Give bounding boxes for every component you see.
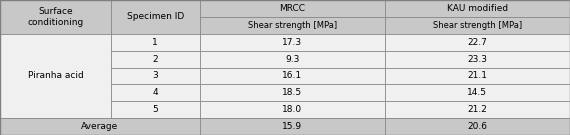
Bar [111,34,200,51]
Bar [385,34,570,51]
Bar [200,101,385,118]
Bar [385,84,570,101]
Text: 1: 1 [152,38,158,47]
Bar [111,84,200,101]
Text: Surface
conditioning: Surface conditioning [27,7,84,27]
Bar [0,118,200,135]
Bar [385,68,570,84]
Bar [385,51,570,68]
Text: 15.9: 15.9 [282,122,302,131]
Bar [111,0,200,34]
Text: 23.3: 23.3 [467,55,487,64]
Text: Piranha acid: Piranha acid [28,71,83,80]
Bar [385,118,570,135]
Bar [0,34,111,118]
Text: 21.1: 21.1 [467,71,487,80]
Text: 18.0: 18.0 [282,105,302,114]
Text: Shear strength [MPa]: Shear strength [MPa] [433,21,522,30]
Text: Shear strength [MPa]: Shear strength [MPa] [247,21,337,30]
Text: 14.5: 14.5 [467,88,487,97]
Text: 9.3: 9.3 [285,55,299,64]
Text: 3: 3 [152,71,158,80]
Bar [200,84,385,101]
Text: Average: Average [81,122,119,131]
Text: 16.1: 16.1 [282,71,302,80]
Bar [200,68,385,84]
Bar [385,101,570,118]
Text: 17.3: 17.3 [282,38,302,47]
Bar [111,101,200,118]
Text: 4: 4 [153,88,158,97]
Bar [385,17,570,34]
Bar [0,0,111,34]
Bar [200,51,385,68]
Bar [111,51,200,68]
Text: Specimen ID: Specimen ID [127,12,184,21]
Text: 2: 2 [153,55,158,64]
Bar [200,118,385,135]
Text: 20.6: 20.6 [467,122,487,131]
Text: 21.2: 21.2 [467,105,487,114]
Bar [200,0,385,17]
Text: KAU modified: KAU modified [447,4,508,13]
Bar [111,68,200,84]
Bar [200,34,385,51]
Text: 5: 5 [152,105,158,114]
Bar [200,17,385,34]
Bar [385,0,570,17]
Text: 22.7: 22.7 [467,38,487,47]
Text: 18.5: 18.5 [282,88,302,97]
Text: MRCC: MRCC [279,4,305,13]
